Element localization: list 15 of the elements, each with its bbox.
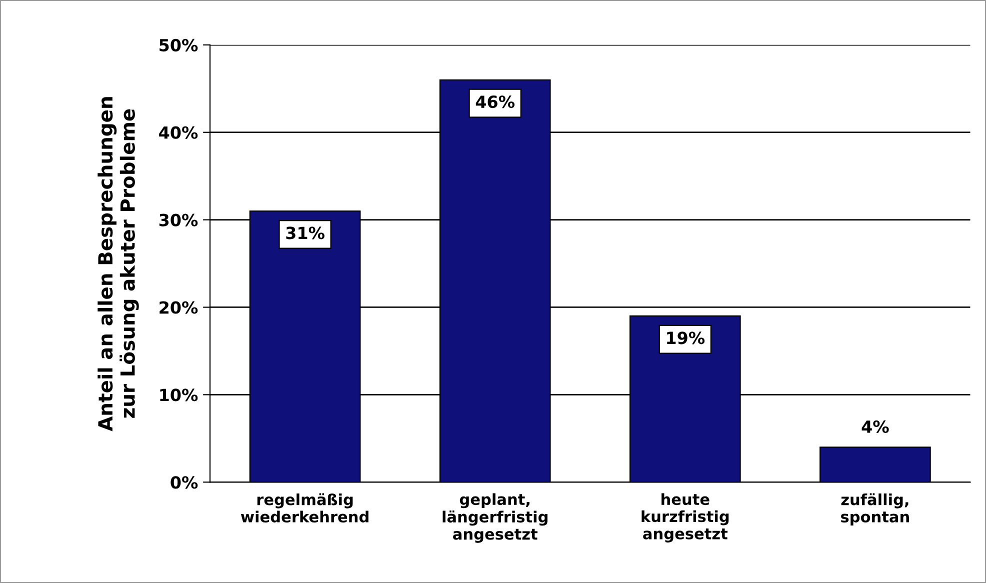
y-tick-label: 50% <box>160 38 198 52</box>
y-tick-label: 10% <box>160 388 198 402</box>
y-tick-label: 0% <box>170 476 198 489</box>
x-tick-label: regelmäßig wiederkehrend <box>240 493 368 523</box>
data-label: 31% <box>286 226 324 240</box>
y-tick-label: 30% <box>159 214 198 226</box>
data-label: 46% <box>476 95 515 108</box>
data-label: 4% <box>862 420 889 433</box>
y-tick-label: 40% <box>159 126 198 139</box>
x-tick-label: geplant, längerfristig angesetzt <box>442 493 548 543</box>
x-tick-label: zufällig, spontan <box>841 493 909 526</box>
y-axis-title: Anteil an allen Besprechungen zur Lösung akuter Probleme <box>98 97 139 432</box>
y-tick-label: 20% <box>160 301 198 314</box>
x-tick-label: heute kurzfristig angesetzt <box>642 493 729 542</box>
data-label: 19% <box>667 332 705 344</box>
